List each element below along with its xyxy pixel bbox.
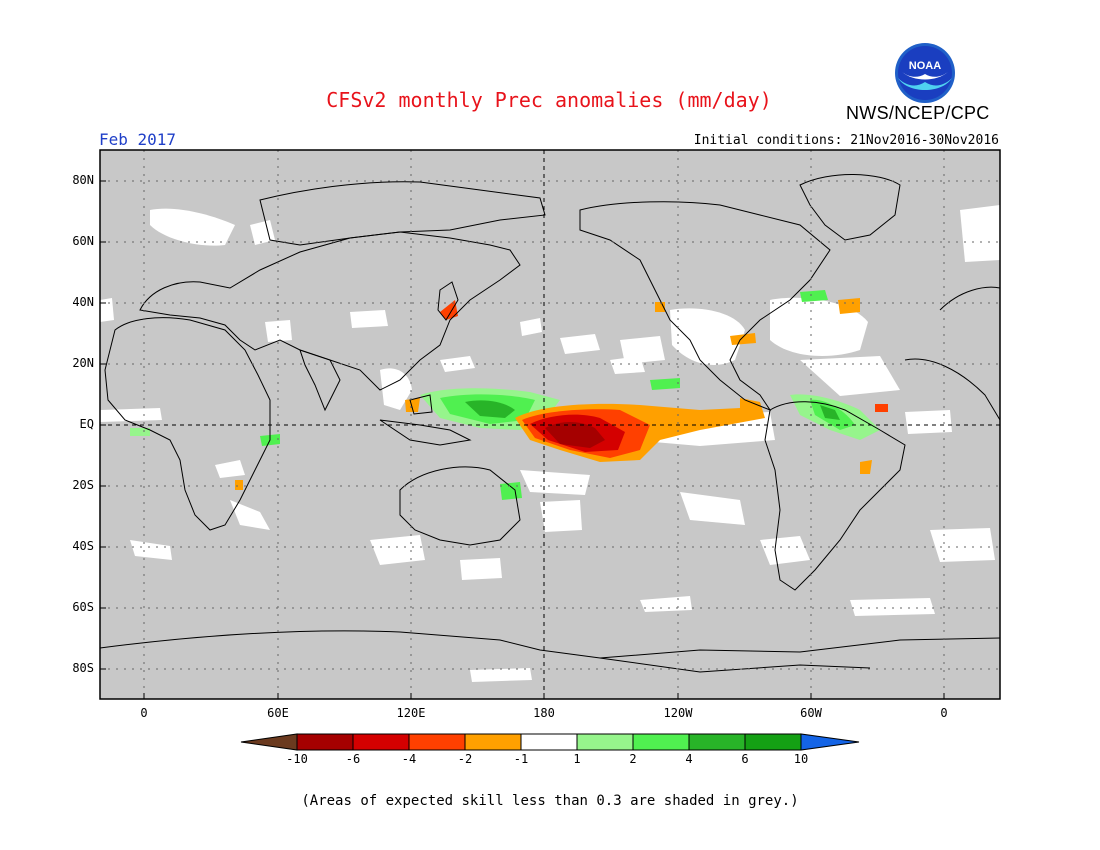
colorbar-swatch — [296, 733, 354, 751]
initial-conditions: Initial conditions: 21Nov2016-30Nov2016 — [693, 133, 999, 148]
lon-label-60w: 60W — [800, 706, 822, 720]
lon-label-180: 180 — [533, 706, 555, 720]
colorbar-swatch — [632, 733, 690, 751]
axis-ticks — [100, 180, 945, 699]
colorbar-tick-label: 1 — [573, 752, 581, 766]
map-title: CFSv2 monthly Prec anomalies (mm/day) — [326, 88, 772, 112]
lat-label-80n: 80N — [72, 173, 94, 187]
graticule — [100, 150, 1000, 699]
lon-label-60e: 60E — [267, 706, 289, 720]
colorbar-arrow-low — [240, 733, 298, 751]
colorbar-arrow-high — [800, 733, 860, 751]
lat-label-20s: 20S — [72, 478, 94, 492]
colorbar-tick-label: 4 — [685, 752, 693, 766]
colorbar-tick-label: -6 — [345, 752, 361, 766]
lat-label-40n: 40N — [72, 295, 94, 309]
colorbar-swatch — [464, 733, 522, 751]
colorbar-swatch — [352, 733, 410, 751]
lon-label-0-east: 0 — [940, 706, 948, 720]
skill-footnote: (Areas of expected skill less than 0.3 a… — [301, 793, 799, 809]
colorbar-swatch — [688, 733, 746, 751]
colorbar-swatch — [744, 733, 802, 751]
colorbar-tick-label: 2 — [629, 752, 637, 766]
lon-label-0: 0 — [140, 706, 148, 720]
colorbar-swatch — [576, 733, 634, 751]
colorbar-swatch — [408, 733, 466, 751]
positive-anomaly-patches — [130, 290, 880, 500]
lat-label-eq: EQ — [79, 417, 94, 431]
lat-label-60n: 60N — [72, 234, 94, 248]
noaa-logo-text: NOAA — [909, 60, 941, 72]
colorbar-tick-label: -4 — [401, 752, 417, 766]
noaa-logo: NOAA — [895, 43, 955, 103]
colorbar-swatch — [520, 733, 578, 751]
colorbar-tick-label: -10 — [286, 752, 308, 766]
lat-label-60s: 60S — [72, 600, 94, 614]
lon-label-120e: 120E — [396, 706, 426, 720]
agency-label: NWS/NCEP/CPC — [846, 103, 990, 123]
colorbar-tick-label: -1 — [513, 752, 529, 766]
colorbar-tick-label: -2 — [457, 752, 473, 766]
lat-label-80s: 80S — [72, 661, 94, 675]
negative-anomaly-patches — [235, 298, 888, 490]
lat-label-20n: 20N — [72, 356, 94, 370]
lat-label-40s: 40S — [72, 539, 94, 553]
forecast-month: Feb 2017 — [99, 130, 177, 149]
colorbar-tick-label: 6 — [741, 752, 749, 766]
colorbar-tick-label: 10 — [793, 752, 809, 766]
lon-label-120w: 120W — [663, 706, 693, 720]
